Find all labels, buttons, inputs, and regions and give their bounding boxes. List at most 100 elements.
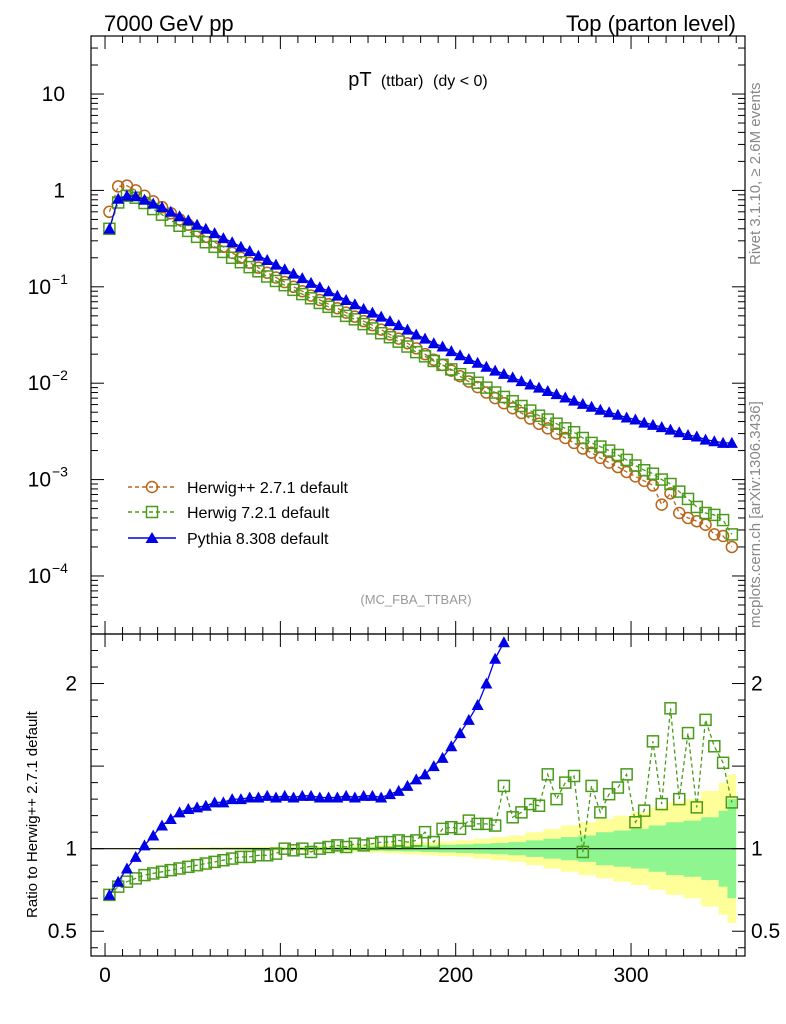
ratio-plot-series	[103, 636, 739, 902]
main-point-pythia	[690, 430, 703, 442]
ratio-series-pythia	[103, 636, 510, 900]
main-point-pythia	[199, 222, 212, 234]
main-point-herwig7	[331, 304, 344, 318]
main-point-pythia	[129, 190, 142, 202]
legend-marker-pythia	[145, 532, 159, 543]
ratio-point-pythia	[497, 636, 510, 648]
main-point-pythia	[559, 391, 572, 403]
main-ytick-label: 10	[28, 276, 51, 299]
main-point-herwig7	[585, 436, 598, 450]
ratio-point-pythia	[208, 796, 221, 808]
main-point-herwig7	[550, 417, 563, 430]
main-point-herwig7	[515, 399, 528, 413]
ratio-point-herwig7	[629, 815, 642, 829]
ratio-point-herwig7	[357, 839, 370, 852]
ratio-point-pythia	[471, 699, 484, 711]
main-point-pythia	[708, 435, 721, 447]
ratio-point-pythia	[383, 788, 396, 800]
ratio-point-herwig7	[182, 860, 195, 874]
ratio-point-pythia	[296, 789, 309, 801]
ratio-point-pythia	[410, 773, 423, 785]
main-point-pythia	[524, 378, 537, 390]
ratio-point-pythia	[199, 799, 212, 811]
ratio-point-herwig7	[532, 799, 546, 812]
main-point-pythia	[208, 227, 221, 239]
ratio-point-pythia	[252, 791, 265, 803]
xtick-label: 300	[614, 964, 649, 987]
ratio-point-herwig7	[217, 853, 230, 867]
ratio-point-pythia	[305, 789, 318, 801]
main-point-pythia	[515, 375, 528, 387]
ratio-point-pythia	[156, 819, 169, 831]
main-series-herwig7	[103, 189, 739, 541]
main-point-pythia	[646, 418, 659, 430]
ratio-point-pythia	[164, 812, 177, 824]
main-point-pythia	[392, 319, 405, 331]
ratio-point-pythia	[278, 789, 291, 801]
ratio-point-herwig7	[427, 835, 441, 849]
ratio-point-herwig7	[190, 858, 204, 872]
ratio-point-pythia	[427, 760, 440, 772]
main-point-pythia	[173, 210, 186, 222]
ratio-point-herwig7	[436, 822, 449, 836]
main-point-herwig7	[243, 260, 256, 274]
ratio-point-herwig7	[664, 702, 677, 715]
xtick-label: 0	[99, 964, 111, 987]
ratio-plot-frame	[90, 633, 746, 957]
main-point-pythia	[357, 302, 370, 314]
ratio-point-pythia	[243, 791, 256, 803]
ratio-point-pythia	[454, 727, 467, 739]
ratio-uncertainty-bands	[91, 774, 745, 923]
main-point-pythia	[252, 249, 265, 261]
ratio-point-herwig7	[672, 792, 686, 806]
ratio-point-herwig7	[278, 842, 291, 855]
main-point-pythia	[112, 192, 125, 204]
main-point-pythia	[226, 236, 239, 248]
main-point-herwig7	[357, 317, 370, 331]
ratio-point-herwig7	[339, 840, 353, 854]
ratio-point-herwig7	[699, 713, 712, 727]
ratio-point-herwig7	[322, 840, 335, 854]
main-point-herwig7	[716, 513, 730, 527]
ratio-point-herwig7	[497, 779, 511, 793]
ratio-point-herwig7	[515, 806, 528, 819]
ratio-point-herwig7	[164, 863, 178, 877]
main-point-pythia	[182, 214, 195, 226]
main-ytick-exponent: −3	[52, 464, 68, 480]
main-point-pythia	[348, 298, 361, 310]
main-point-herwig7	[374, 326, 388, 340]
main-point-pythia	[366, 306, 379, 318]
ratio-point-herwig7	[260, 849, 274, 862]
main-point-pythia	[419, 332, 432, 344]
ratio-point-herwig7	[366, 837, 379, 850]
main-point-pythia	[340, 293, 353, 305]
main-ytick-label: 10	[28, 565, 51, 588]
ratio-point-herwig7	[383, 835, 397, 849]
main-point-herwig7	[287, 283, 300, 297]
ratio-point-herwig7	[462, 814, 476, 827]
main-point-pythia	[620, 411, 633, 423]
ratio-ytick-label-right: 1	[751, 838, 763, 861]
ratio-point-pythia	[445, 740, 458, 752]
ratio-point-herwig7	[585, 779, 598, 793]
ratio-point-pythia	[138, 839, 151, 851]
legend-item-herwig7: Herwig 7.2.1 default	[128, 505, 330, 522]
ratio-point-herwig7	[331, 839, 344, 852]
main-point-herwig7	[594, 440, 607, 453]
main-point-pythia	[269, 258, 282, 270]
main-point-herwig-pp	[664, 487, 677, 500]
ratio-point-herwig7	[725, 796, 739, 809]
main-point-herwig7	[497, 390, 511, 404]
main-point-herwig7	[304, 292, 318, 305]
ratio-point-herwig7	[708, 740, 721, 753]
main-point-herwig7	[322, 300, 335, 314]
ratio-point-pythia	[103, 888, 116, 900]
main-point-pythia	[401, 323, 414, 335]
main-point-herwig7	[541, 413, 554, 426]
ratio-point-herwig7	[559, 776, 572, 789]
main-point-pythia	[471, 356, 484, 368]
ratio-point-pythia	[173, 806, 186, 818]
ratio-point-herwig7	[296, 842, 309, 855]
ratio-point-herwig7	[392, 834, 405, 847]
ratio-point-herwig7	[655, 797, 668, 811]
